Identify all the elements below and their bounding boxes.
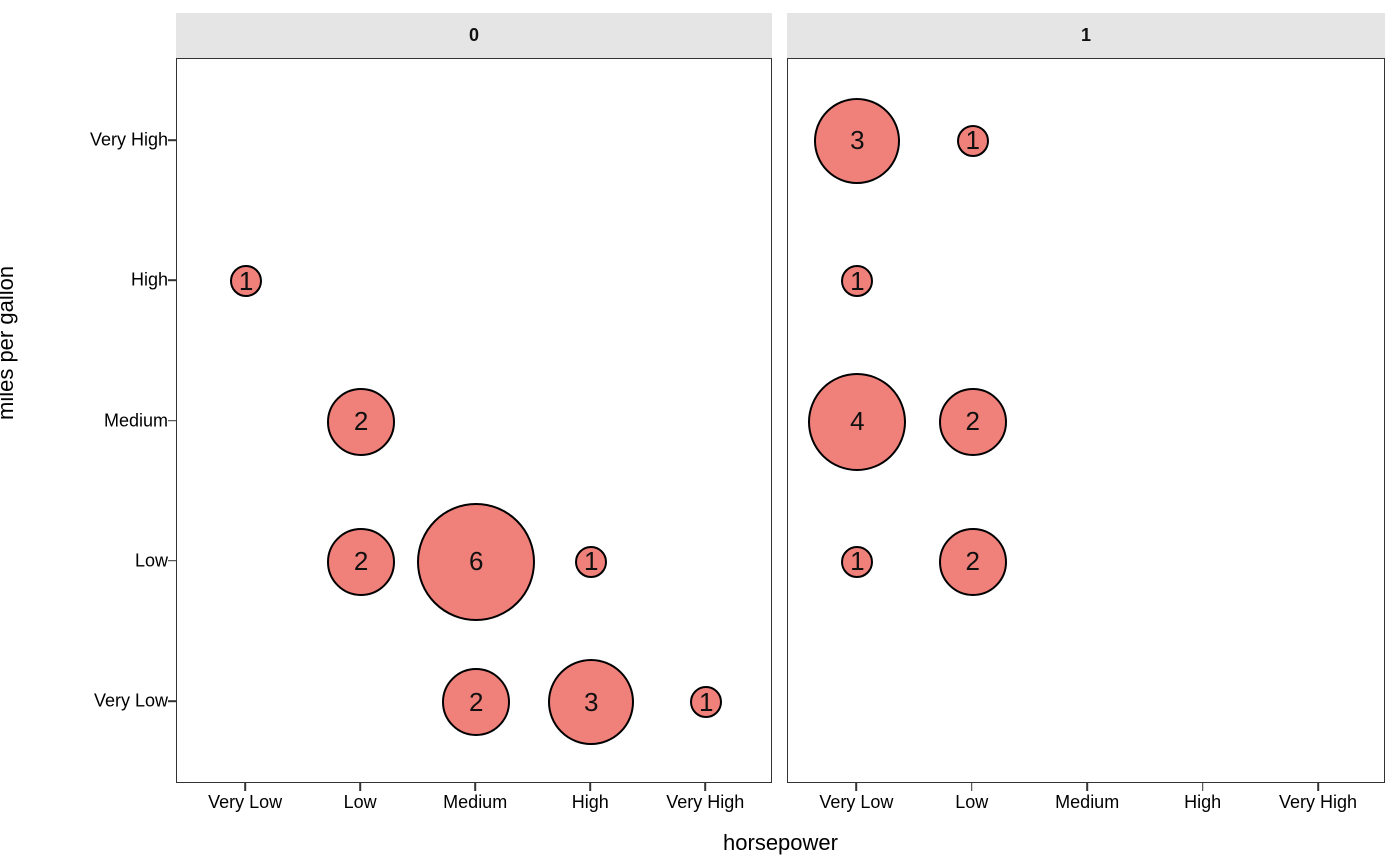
y-tick-label: Low bbox=[134, 550, 168, 571]
x-tick-mark bbox=[970, 783, 973, 791]
y-tick-label: Very High bbox=[89, 129, 168, 150]
x-tick-label: High bbox=[1184, 792, 1222, 812]
y-tick-mark bbox=[168, 559, 176, 562]
y-tick-label: Medium bbox=[103, 410, 168, 430]
x-tick-label: Very High bbox=[666, 792, 745, 812]
bubble-count-0-medium-low: 6 bbox=[417, 502, 536, 621]
x-tick-mark bbox=[359, 783, 361, 791]
bubble-count-0-medium-very-low: 2 bbox=[442, 668, 511, 737]
facet-strip-1: 1 bbox=[787, 13, 1385, 58]
bubble-count-1-very-low-high: 1 bbox=[841, 265, 874, 298]
x-tick-mark bbox=[1317, 783, 1319, 791]
x-tick-mark bbox=[474, 783, 476, 791]
y-tick-mark bbox=[168, 279, 176, 281]
x-tick-mark bbox=[1201, 783, 1204, 791]
bubble-count-1-low-medium: 2 bbox=[938, 387, 1007, 456]
bubble-count-0-very-high-very-low: 1 bbox=[690, 686, 723, 719]
y-tick-mark bbox=[168, 139, 176, 141]
x-tick-label: Very Low bbox=[208, 792, 283, 812]
bubble-count-1-low-low: 2 bbox=[938, 527, 1007, 596]
x-tick-mark bbox=[704, 783, 707, 791]
x-tick-mark bbox=[244, 783, 246, 791]
x-tick-label: High bbox=[571, 792, 609, 812]
x-tick-label: Low bbox=[343, 792, 377, 812]
x-tick-mark bbox=[589, 783, 592, 791]
x-tick-label: Low bbox=[955, 792, 989, 812]
bubble-count-1-very-low-low: 1 bbox=[841, 545, 874, 578]
x-tick-label: Medium bbox=[1055, 792, 1120, 812]
bubble-count-1-very-low-very-high: 3 bbox=[814, 97, 901, 184]
y-tick-mark bbox=[168, 419, 176, 422]
bubble-count-0-low-medium: 2 bbox=[327, 387, 396, 456]
bubble-count-1-low-very-high: 1 bbox=[956, 124, 989, 157]
bubble-count-1-very-low-medium: 4 bbox=[808, 372, 907, 471]
x-axis-title: horsepower bbox=[723, 830, 838, 855]
x-tick-mark bbox=[1086, 783, 1088, 791]
bubble-count-0-high-very-low: 3 bbox=[548, 659, 635, 746]
facet-strip-0: 0 bbox=[176, 13, 772, 58]
y-tick-mark bbox=[168, 700, 176, 702]
x-tick-label: Very High bbox=[1278, 792, 1358, 812]
x-tick-label: Very Low bbox=[819, 792, 894, 812]
bubble-count-0-high-low: 1 bbox=[575, 545, 608, 578]
x-tick-label: Medium bbox=[443, 792, 508, 812]
y-tick-label: High bbox=[130, 269, 168, 290]
bubble-count-0-very-low-high: 1 bbox=[230, 265, 263, 298]
bubble-count-0-low-low: 2 bbox=[327, 527, 396, 596]
y-tick-label: Very Low bbox=[93, 690, 168, 711]
x-tick-mark bbox=[855, 783, 858, 791]
